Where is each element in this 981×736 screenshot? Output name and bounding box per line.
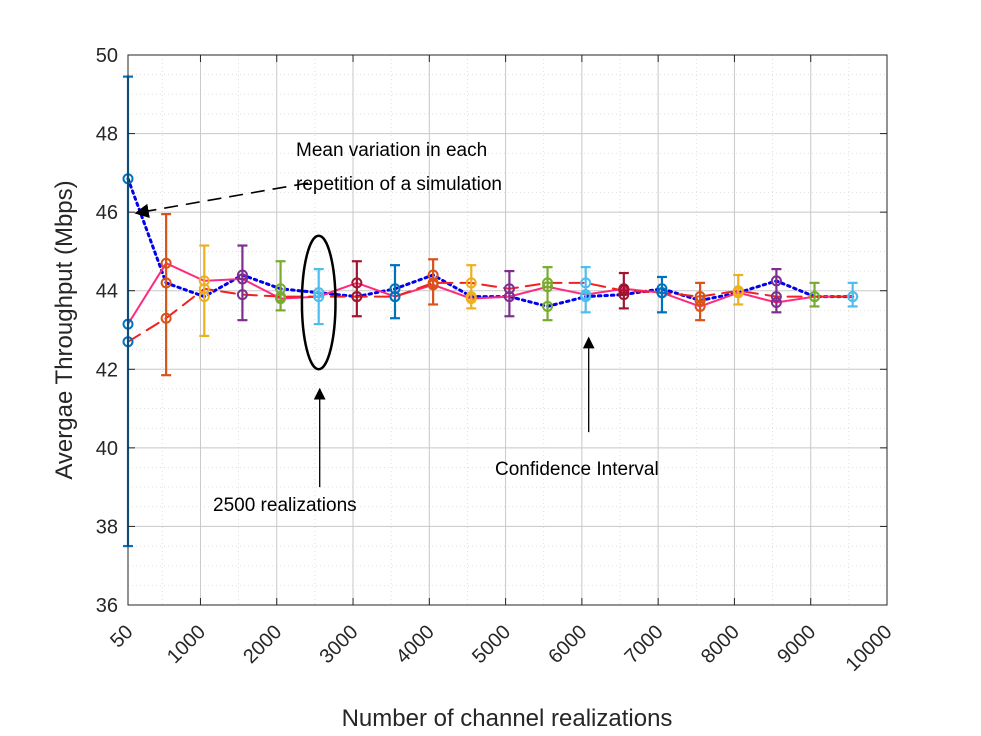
x-tick-label: 5000	[468, 621, 515, 668]
data-point	[465, 293, 477, 305]
data-point	[542, 281, 554, 293]
x-tick-label: 50	[106, 621, 137, 652]
x-tick-label: 6000	[544, 621, 591, 668]
data-point	[160, 312, 172, 324]
x-axis-title: Number of channel realizations	[342, 705, 673, 732]
data-point	[580, 289, 592, 301]
data-point	[656, 283, 668, 295]
axis-ticks	[127, 54, 888, 606]
x-tick-label: 8000	[697, 621, 744, 668]
data-point	[313, 291, 325, 303]
x-tick-label: 3000	[316, 621, 363, 668]
data-point	[160, 277, 172, 289]
y-axis-title: Avergae Throughput (Mbps)	[51, 180, 78, 479]
data-point	[198, 291, 210, 303]
mean-variation-label: Mean variation in each repetition of a si…	[296, 140, 502, 195]
x-tick-label: 10000	[842, 621, 897, 676]
data-point	[351, 277, 363, 289]
x-tick-label: 4000	[392, 621, 439, 668]
data-point	[694, 291, 706, 303]
annotation-texts: Mean variation in each repetition of a si…	[213, 140, 659, 516]
data-point	[542, 277, 554, 289]
y-tick-labels: 36 38 40 42 44 46 48 50	[96, 45, 118, 617]
x-tick-labels: 50 1000 2000 3000 4000 5000 6000 7000 8000 9000 10…	[106, 621, 896, 676]
data-point	[389, 291, 401, 303]
data-point	[503, 291, 515, 303]
y-tick-label: 40	[96, 438, 118, 460]
y-tick-label: 48	[96, 124, 118, 146]
y-tick-label: 50	[96, 45, 118, 67]
x-tick-label: 7000	[621, 621, 668, 668]
annotation-line: repetition of a simulation	[296, 174, 502, 195]
y-tick-label: 44	[96, 281, 118, 303]
y-tick-label: 36	[96, 595, 118, 617]
y-tick-label: 46	[96, 202, 118, 224]
data-point	[198, 283, 210, 295]
data-point	[656, 287, 668, 299]
series-lines	[126, 177, 855, 343]
confidence-interval-label: Confidence Interval	[495, 459, 659, 480]
data-point	[351, 291, 363, 303]
data-point	[503, 283, 515, 295]
y-tick-label: 38	[96, 516, 118, 538]
data-point	[847, 291, 859, 303]
plot-area	[128, 55, 887, 605]
mean-variation-arrow	[134, 182, 309, 219]
series-line-2	[127, 261, 854, 326]
plot-frame	[127, 54, 888, 606]
data-point	[732, 285, 744, 297]
data-point	[198, 275, 210, 287]
annotation-shapes	[134, 182, 595, 488]
data-point	[770, 291, 782, 303]
data-point	[465, 277, 477, 289]
series-line-3	[127, 281, 854, 343]
data-point	[427, 277, 439, 289]
data-point	[236, 273, 248, 285]
data-point	[389, 283, 401, 295]
y-tick-label: 42	[96, 359, 118, 381]
data-point	[770, 297, 782, 308]
data-point	[542, 300, 554, 312]
data-point	[809, 291, 821, 303]
data-point	[618, 289, 630, 301]
x-tick-label: 1000	[163, 621, 210, 668]
data-point	[236, 269, 248, 281]
data-point	[275, 291, 287, 303]
data-point	[313, 287, 325, 299]
data-point	[694, 295, 706, 307]
annotation-line: Mean variation in each	[296, 140, 487, 161]
x-tick-label: 2000	[239, 621, 286, 668]
data-point	[580, 277, 592, 289]
x-tick-label: 9000	[773, 621, 820, 668]
highlight-ellipse	[300, 234, 337, 371]
data-point	[236, 289, 248, 301]
data-point	[618, 285, 630, 297]
data-point	[770, 275, 782, 287]
realizations-label: 2500 realizations	[213, 495, 357, 516]
minor-grid	[128, 55, 887, 605]
data-point	[160, 257, 172, 269]
